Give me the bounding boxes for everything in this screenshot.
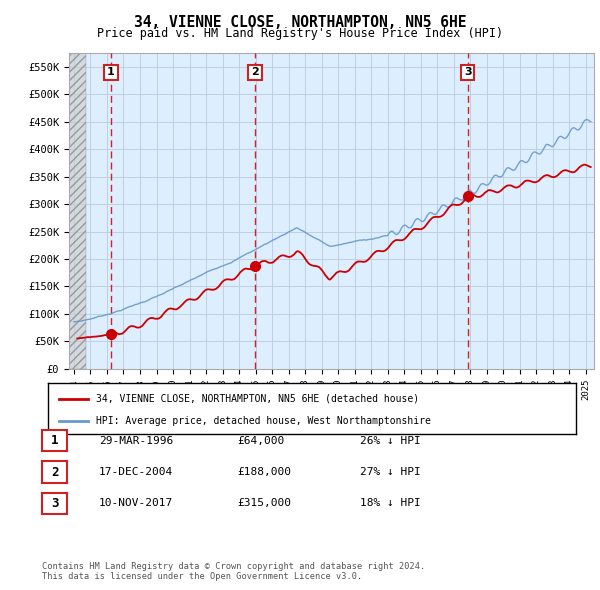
Text: 3: 3: [464, 67, 472, 77]
Bar: [69, 53, 86, 369]
Text: 34, VIENNE CLOSE, NORTHAMPTON, NN5 6HE (detached house): 34, VIENNE CLOSE, NORTHAMPTON, NN5 6HE (…: [95, 394, 419, 404]
Text: 18% ↓ HPI: 18% ↓ HPI: [360, 499, 421, 508]
Text: 27% ↓ HPI: 27% ↓ HPI: [360, 467, 421, 477]
Text: 29-MAR-1996: 29-MAR-1996: [99, 436, 173, 445]
Text: 1: 1: [107, 67, 115, 77]
Text: 2: 2: [251, 67, 259, 77]
Text: 2: 2: [51, 466, 58, 478]
Text: 26% ↓ HPI: 26% ↓ HPI: [360, 436, 421, 445]
Text: £188,000: £188,000: [237, 467, 291, 477]
Text: 3: 3: [51, 497, 58, 510]
Text: 17-DEC-2004: 17-DEC-2004: [99, 467, 173, 477]
Text: 10-NOV-2017: 10-NOV-2017: [99, 499, 173, 508]
Text: Price paid vs. HM Land Registry's House Price Index (HPI): Price paid vs. HM Land Registry's House …: [97, 27, 503, 40]
Text: HPI: Average price, detached house, West Northamptonshire: HPI: Average price, detached house, West…: [95, 416, 430, 426]
Text: 1: 1: [51, 434, 58, 447]
Bar: [69, 53, 86, 369]
Text: Contains HM Land Registry data © Crown copyright and database right 2024.
This d: Contains HM Land Registry data © Crown c…: [42, 562, 425, 581]
Text: £64,000: £64,000: [237, 436, 284, 445]
Text: 34, VIENNE CLOSE, NORTHAMPTON, NN5 6HE: 34, VIENNE CLOSE, NORTHAMPTON, NN5 6HE: [134, 15, 466, 30]
Text: £315,000: £315,000: [237, 499, 291, 508]
